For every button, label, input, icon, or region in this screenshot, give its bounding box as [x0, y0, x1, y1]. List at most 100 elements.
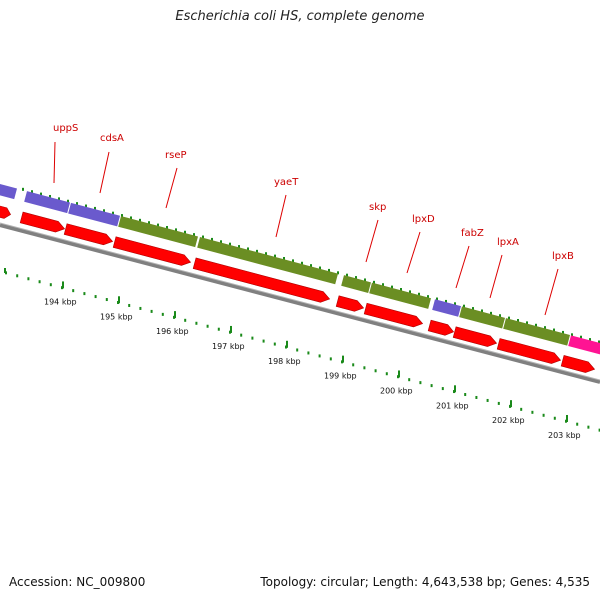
cds-bar-green	[197, 236, 339, 285]
kbp-label: 202 kbp	[492, 416, 525, 425]
ruler-tick	[329, 357, 332, 361]
gene-label-leader	[165, 167, 178, 209]
ruler-tick	[598, 428, 600, 432]
upper-tick	[463, 304, 465, 308]
ruler-tick	[206, 324, 209, 328]
ruler-tick	[49, 283, 52, 287]
ruler-tick	[531, 410, 534, 414]
orf-arrow	[335, 295, 365, 312]
upper-tick	[346, 273, 348, 277]
kbp-label: 196 kbp	[156, 327, 189, 336]
upper-tick	[85, 204, 87, 208]
ruler-tick	[161, 312, 164, 316]
upper-tick	[472, 307, 474, 311]
gene-label: cdsA	[100, 133, 124, 144]
upper-tick	[409, 290, 411, 294]
upper-tick	[490, 311, 492, 315]
cds-bar-green	[459, 306, 506, 329]
upper-tick	[121, 214, 123, 218]
upper-tick	[283, 256, 285, 260]
cds-bar-green	[503, 318, 571, 346]
gene-label: skp	[369, 202, 386, 213]
orf-arrow	[0, 204, 11, 219]
upper-tick	[139, 218, 141, 222]
upper-tick	[292, 259, 294, 263]
gene-label-leader	[275, 194, 287, 238]
map-title: Escherichia coli HS, complete genome	[175, 9, 425, 24]
upper-tick	[310, 264, 312, 268]
orf-arrow	[112, 236, 192, 266]
ruler-tick	[430, 384, 433, 388]
ruler-tick	[542, 413, 545, 417]
backbone-highlight	[0, 222, 600, 381]
ruler-tick	[251, 336, 254, 340]
ruler-tick	[240, 333, 243, 337]
upper-tick	[220, 240, 222, 244]
ruler-tick	[296, 348, 299, 352]
ruler-tick	[486, 398, 489, 402]
gene-label-leader	[455, 245, 470, 289]
upper-tick	[589, 338, 591, 342]
ruler-tick	[150, 309, 153, 313]
ruler-tick	[273, 342, 276, 346]
cds-bar-green	[369, 282, 432, 309]
upper-tick	[229, 242, 231, 246]
ruler-tick	[105, 298, 108, 302]
upper-tick	[130, 216, 132, 220]
gene-label: fabZ	[461, 228, 484, 239]
upper-tick	[535, 323, 537, 327]
ruler-major-tick	[286, 340, 288, 348]
gene-label-leader	[544, 268, 559, 316]
gene-label: lpxB	[552, 251, 574, 262]
ruler-tick	[318, 354, 321, 358]
gene-label: uppS	[53, 123, 78, 134]
upper-tick	[544, 326, 546, 330]
kbp-label: 198 kbp	[268, 357, 301, 366]
orf-arrow	[19, 211, 66, 233]
ruler-tick	[128, 303, 131, 307]
ruler-tick	[307, 351, 310, 355]
ruler-tick	[27, 277, 30, 281]
ruler-major-tick	[342, 355, 344, 363]
ruler-major-tick	[174, 311, 176, 319]
gene-label-leader	[365, 219, 379, 263]
orf-arrow	[63, 223, 114, 246]
upper-tick	[553, 328, 555, 332]
gene-label: lpxD	[412, 214, 435, 225]
upper-tick	[103, 209, 105, 213]
upper-tick	[319, 266, 321, 270]
upper-tick	[112, 211, 114, 215]
ruler-tick	[475, 395, 478, 399]
upper-tick	[445, 299, 447, 303]
accession-text: Accession: NC_009800	[9, 575, 146, 589]
kbp-label: 201 kbp	[436, 401, 469, 410]
upper-tick	[355, 276, 357, 280]
upper-tick	[184, 230, 186, 234]
ruler-tick	[38, 280, 41, 284]
gene-label-leader	[489, 254, 503, 299]
upper-tick	[580, 335, 582, 339]
upper-tick	[328, 268, 330, 272]
ruler-tick	[587, 425, 590, 429]
ruler-tick	[83, 292, 86, 296]
upper-tick	[508, 316, 510, 320]
ruler-tick	[576, 422, 579, 426]
upper-tick	[391, 285, 393, 289]
upper-tick	[382, 283, 384, 287]
upper-tick	[400, 288, 402, 291]
ruler-tick	[195, 321, 198, 325]
upper-tick	[571, 333, 573, 337]
cds-bar-green	[341, 275, 371, 293]
ruler-tick	[217, 327, 220, 331]
gene-label: rseP	[165, 150, 187, 161]
gene-label-leader	[53, 141, 56, 184]
upper-tick	[58, 197, 60, 201]
upper-tick	[175, 228, 177, 232]
upper-tick	[193, 233, 195, 237]
orf-arrow	[560, 355, 596, 373]
upper-tick	[157, 223, 159, 227]
kbp-label: 197 kbp	[212, 342, 245, 351]
orf-arrow	[452, 326, 498, 347]
upper-tick	[211, 237, 213, 241]
